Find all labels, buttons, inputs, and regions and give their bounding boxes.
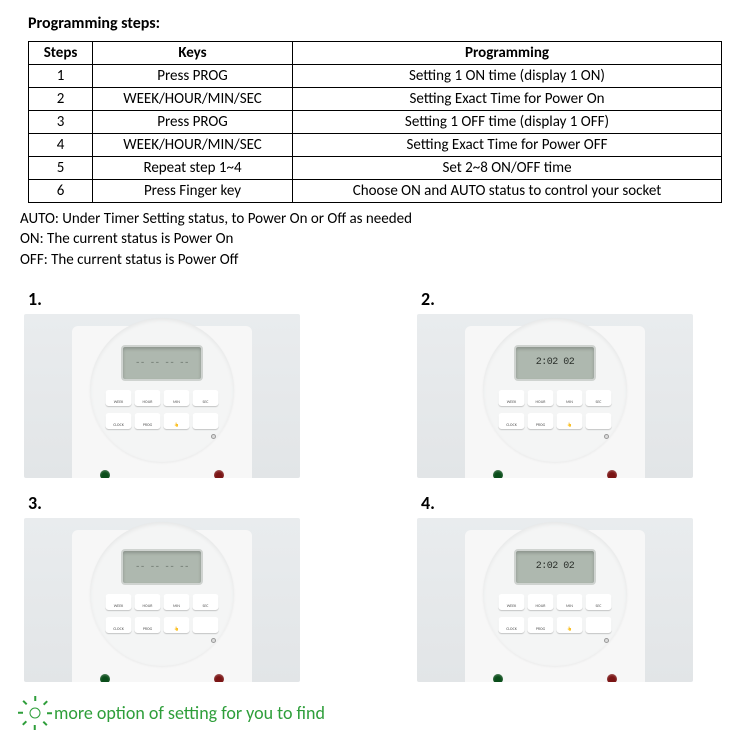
device-button: CLOCK (106, 617, 132, 633)
device-button: 👆 (557, 617, 583, 633)
device-button: WEEK (106, 390, 132, 406)
device-button: HOUR (135, 594, 161, 610)
device-button: MIN (164, 390, 190, 406)
photo-number: 4. (417, 492, 717, 514)
device-button: WEEK (499, 390, 525, 406)
table-row: 4WEEK/HOUR/MIN/SECSetting Exact Time for… (29, 134, 722, 157)
table-cell: Set 2~8 ON/OFF time (293, 157, 722, 180)
table-cell: Press PROG (93, 111, 293, 134)
table-cell: WEEK/HOUR/MIN/SEC (93, 88, 293, 111)
red-led-icon (607, 470, 617, 478)
table-row: 1Press PROGSetting 1 ON time (display 1 … (29, 65, 722, 88)
col-steps: Steps (29, 42, 93, 65)
table-row: 6Press Finger keyChoose ON and AUTO stat… (29, 180, 722, 203)
device-button: 👆 (164, 413, 190, 429)
device-button: 👆 (557, 413, 583, 429)
device-button (193, 617, 219, 633)
device-button: PROG (528, 617, 554, 633)
reset-pinhole (211, 638, 216, 643)
table-row: 5Repeat step 1~4Set 2~8 ON/OFF time (29, 157, 722, 180)
table-cell: 5 (29, 157, 93, 180)
footer-callout: more option of setting for you to find (20, 702, 730, 724)
table-row: 3Press PROGSetting 1 OFF time (display 1… (29, 111, 722, 134)
table-cell: WEEK/HOUR/MIN/SEC (93, 134, 293, 157)
green-led-icon (100, 470, 110, 478)
photo-number: 1. (24, 288, 324, 310)
red-led-icon (607, 674, 617, 682)
table-cell: 3 (29, 111, 93, 134)
timer-device-photo: 2:02 02 WEEKHOURMINSEC CLOCKPROG👆 (417, 518, 693, 682)
device-button: CLOCK (499, 413, 525, 429)
photo-cell: 3. -- -- -- -- WEEKHOURMINSEC CLOCKPROG👆 (24, 492, 324, 682)
device-button: SEC (586, 390, 612, 406)
device-button: WEEK (106, 594, 132, 610)
photo-number: 3. (24, 492, 324, 514)
device-button: 👆 (164, 617, 190, 633)
lcd-display: -- -- -- -- (121, 345, 203, 381)
green-led-icon (100, 674, 110, 682)
reset-pinhole (604, 638, 609, 643)
lcd-display: 2:02 02 (514, 345, 596, 381)
device-button: MIN (164, 594, 190, 610)
device-button: CLOCK (499, 617, 525, 633)
device-button: PROG (528, 413, 554, 429)
status-notes: AUTO: Under Timer Setting status, to Pow… (20, 209, 730, 270)
table-cell: Press PROG (93, 65, 293, 88)
table-cell: 4 (29, 134, 93, 157)
table-row: 2WEEK/HOUR/MIN/SECSetting Exact Time for… (29, 88, 722, 111)
red-led-icon (214, 674, 224, 682)
reset-pinhole (211, 434, 216, 439)
device-button: MIN (557, 390, 583, 406)
col-programming: Programming (293, 42, 722, 65)
table-cell: 1 (29, 65, 93, 88)
table-cell: Setting 1 OFF time (display 1 OFF) (293, 111, 722, 134)
lcd-display: -- -- -- -- (121, 549, 203, 585)
programming-steps-table: Steps Keys Programming 1Press PROGSettin… (28, 41, 722, 203)
device-button: HOUR (135, 390, 161, 406)
device-button: MIN (557, 594, 583, 610)
green-led-icon (493, 674, 503, 682)
col-keys: Keys (93, 42, 293, 65)
device-button (586, 617, 612, 633)
product-photo-grid: 1.-- -- -- --WEEKHOURMINSECCLOCKPROG👆2.2… (24, 288, 730, 682)
footer-text: more option of setting for you to find (54, 702, 325, 724)
section-heading: Programming steps: (28, 14, 730, 33)
lcd-display: 2:02 02 (514, 549, 596, 585)
note-line: ON: The current status is Power On (20, 229, 730, 249)
device-button (193, 413, 219, 429)
photo-cell: 2. 2:02 02 WEEKHOURMINSEC CLOCKPROG👆 (417, 288, 717, 478)
timer-device-photo: 2:02 02 WEEKHOURMINSEC CLOCKPROG👆 (417, 314, 693, 478)
table-cell: Setting Exact Time for Power On (293, 88, 722, 111)
device-button: PROG (135, 413, 161, 429)
table-cell: 2 (29, 88, 93, 111)
table-cell: Choose ON and AUTO status to control you… (293, 180, 722, 203)
table-cell: Setting 1 ON time (display 1 ON) (293, 65, 722, 88)
device-button: CLOCK (106, 413, 132, 429)
timer-device-photo: -- -- -- -- WEEKHOURMINSEC CLOCKPROG👆 (24, 314, 300, 478)
device-button: SEC (586, 594, 612, 610)
table-cell: 6 (29, 180, 93, 203)
device-button: SEC (193, 390, 219, 406)
red-led-icon (214, 470, 224, 478)
table-cell: Press Finger key (93, 180, 293, 203)
photo-cell: 1. -- -- -- -- WEEKHOURMINSEC CLOCKPROG👆 (24, 288, 324, 478)
note-line: AUTO: Under Timer Setting status, to Pow… (20, 209, 730, 229)
photo-cell: 4. 2:02 02 WEEKHOURMINSEC CLOCKPROG👆 (417, 492, 717, 682)
device-button (586, 413, 612, 429)
lightbulb-icon (24, 702, 46, 724)
note-line: OFF: The current status is Power Off (20, 250, 730, 270)
table-cell: Repeat step 1~4 (93, 157, 293, 180)
green-led-icon (493, 470, 503, 478)
device-button: HOUR (528, 390, 554, 406)
device-button: WEEK (499, 594, 525, 610)
device-button: HOUR (528, 594, 554, 610)
table-cell: Setting Exact Time for Power OFF (293, 134, 722, 157)
photo-number: 2. (417, 288, 717, 310)
device-button: PROG (135, 617, 161, 633)
device-button: SEC (193, 594, 219, 610)
timer-device-photo: -- -- -- -- WEEKHOURMINSEC CLOCKPROG👆 (24, 518, 300, 682)
reset-pinhole (604, 434, 609, 439)
